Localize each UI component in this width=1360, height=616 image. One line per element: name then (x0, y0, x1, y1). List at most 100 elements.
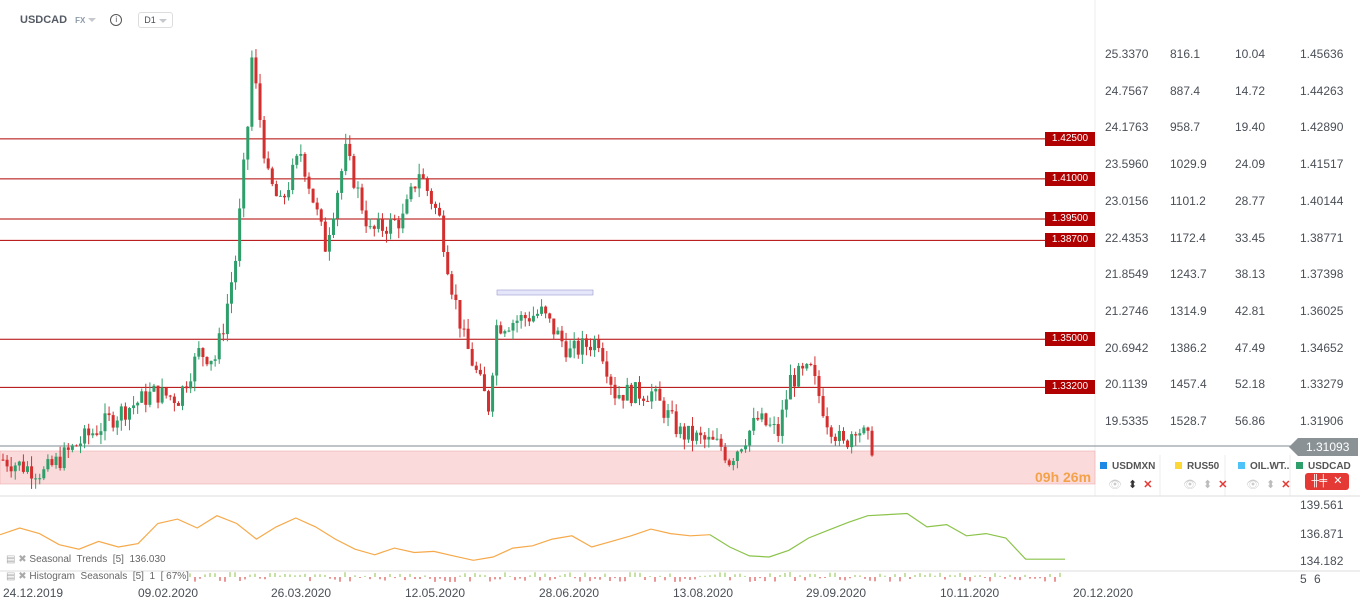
close-icon[interactable]: ✕ (1281, 479, 1291, 491)
candle (707, 436, 711, 440)
candle (397, 220, 401, 229)
timeframe-dropdown[interactable]: D1 (138, 12, 173, 28)
tick: 139.561 (1300, 498, 1344, 512)
price-level-label[interactable]: 1.41000 (1045, 171, 1095, 186)
eye-icon[interactable]: 👁 (1246, 479, 1260, 491)
date-tick: 10.11.2020 (940, 586, 1000, 600)
axis-tick: 1029.9 (1170, 157, 1207, 172)
candle (274, 184, 278, 197)
candles-icon[interactable]: ╫╪ (1311, 475, 1328, 487)
price-level-label[interactable]: 1.38700 (1045, 233, 1095, 248)
candle (389, 218, 393, 234)
candle (303, 153, 307, 177)
reorder-icon[interactable]: ⬍ (1202, 479, 1213, 491)
candle (17, 461, 21, 466)
axis-tick: 19.40 (1235, 120, 1266, 135)
candle (739, 449, 743, 452)
market-label: FX (75, 16, 86, 25)
candle (319, 209, 323, 222)
candle (250, 57, 254, 127)
candle (454, 294, 458, 301)
close-icon[interactable]: ✖ (18, 571, 27, 582)
axis-tick: 1243.7 (1170, 267, 1207, 282)
candle (189, 381, 193, 389)
legend-item[interactable]: RUS50 (1175, 461, 1219, 472)
menu-icon[interactable]: ▤ (6, 571, 16, 582)
axis-tick: 28.77 (1235, 193, 1266, 208)
candle (527, 318, 531, 322)
eye-icon[interactable]: 👁 (1108, 479, 1122, 491)
candle (201, 348, 205, 358)
candle (123, 406, 127, 420)
candle (283, 195, 287, 198)
candle (825, 416, 829, 428)
candle (136, 402, 140, 406)
candle (674, 411, 678, 435)
close-icon[interactable]: ✕ (1218, 479, 1228, 491)
price-level-label[interactable]: 1.33200 (1045, 380, 1095, 395)
axis-tick: 1386.2 (1170, 340, 1207, 355)
candle (360, 187, 364, 211)
candle (115, 420, 119, 428)
axis-tick: 1.36025 (1300, 303, 1344, 318)
candle (744, 445, 748, 450)
date-tick: 12.05.2020 (405, 586, 466, 600)
candle (307, 176, 311, 189)
axis-tick: 21.8549 (1105, 267, 1149, 282)
axis-tick: 1.37398 (1300, 267, 1344, 282)
candle (331, 218, 335, 236)
candle (572, 340, 576, 349)
candle (515, 320, 519, 323)
candle (262, 119, 266, 159)
price-level-label[interactable]: 1.39500 (1045, 212, 1095, 226)
candle (368, 226, 372, 228)
candle (393, 218, 397, 221)
price-level-label[interactable]: 1.42500 (1045, 131, 1095, 146)
close-icon[interactable]: ✕ (1143, 479, 1153, 491)
candle (385, 230, 389, 234)
candle (793, 374, 797, 387)
close-icon[interactable]: ✖ (18, 554, 27, 565)
candle (735, 451, 739, 461)
candle (429, 190, 433, 204)
candle (270, 168, 274, 185)
candle (691, 425, 695, 441)
candle (531, 315, 535, 322)
legend-item[interactable]: OIL.WT.. (1238, 461, 1289, 472)
seasonal-indicator-label: ▤ ✖ Seasonal Trends [5] 136.030 (6, 554, 166, 565)
axis-tick: 1101.2 (1170, 193, 1206, 208)
candle (291, 164, 295, 190)
date-tick: 20.12.2020 (1073, 586, 1134, 600)
candle (613, 384, 617, 399)
candle (748, 430, 752, 446)
support-zone (0, 450, 1096, 485)
eye-icon[interactable]: 👁 (1183, 479, 1197, 491)
candle (323, 221, 327, 252)
legend-item[interactable]: USDCAD (1296, 461, 1351, 472)
candle (727, 460, 731, 466)
axis-tick: 21.2746 (1105, 303, 1149, 318)
reorder-icon[interactable]: ⬍ (1265, 479, 1276, 491)
info-icon[interactable]: i (110, 14, 123, 26)
candle (91, 433, 95, 436)
date-tick: 24.12.2019 (3, 586, 64, 600)
close-icon[interactable]: ✕ (1333, 475, 1343, 487)
price-level-label[interactable]: 1.35000 (1045, 332, 1095, 347)
market-dropdown[interactable]: FX (75, 14, 97, 26)
candle (372, 226, 376, 229)
candle (593, 339, 597, 351)
axis-tick: 42.81 (1235, 303, 1266, 318)
candle (507, 330, 511, 332)
candle (238, 208, 242, 261)
usdcad-controls[interactable]: ╫╪ ✕ (1305, 473, 1349, 490)
candle (144, 391, 148, 405)
menu-icon[interactable]: ▤ (6, 554, 16, 565)
candle (752, 417, 756, 431)
axis-tick: 1.44263 (1300, 83, 1344, 98)
color-swatch (1296, 462, 1303, 469)
candle (703, 435, 707, 440)
candle (474, 365, 478, 370)
legend-item[interactable]: USDMXN (1100, 461, 1155, 472)
reorder-icon[interactable]: ⬍ (1127, 479, 1138, 491)
